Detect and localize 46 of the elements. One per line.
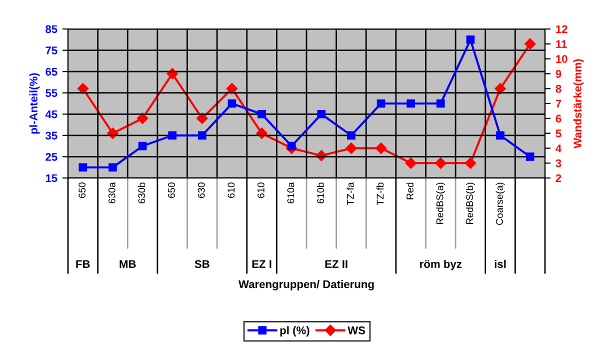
y2-tick-label: 6 <box>556 114 562 123</box>
legend-label: pl (%) <box>280 326 310 336</box>
x-tick-label: 610 <box>228 182 235 198</box>
y-tick-label: 65 <box>46 68 58 76</box>
x-tick-label: TZ-fa <box>346 182 354 206</box>
text: MB <box>120 260 136 268</box>
y-tick-label: 25 <box>46 152 58 161</box>
x-tick-label: RedBS(a) <box>436 182 446 224</box>
x-tick-label: 610 <box>258 182 264 198</box>
text: FB <box>76 260 90 268</box>
text: röm byz <box>420 260 462 270</box>
y-tick-label: 75 <box>46 46 58 54</box>
y2-tick-label: 2 <box>556 174 562 182</box>
text: isl <box>494 260 506 268</box>
x-tick-label: 610b <box>316 182 324 204</box>
text: EZ II <box>325 260 348 268</box>
x-tick-label: 650 <box>168 182 175 198</box>
x-axis-title: Warengruppen/ Datierung <box>238 280 374 290</box>
x-tick-label: 630 <box>198 182 205 198</box>
y2-tick-label: 11 <box>556 40 567 48</box>
x-tick-label: 630a <box>108 182 116 204</box>
text: EZ I <box>252 260 272 268</box>
x-tick-label: 610a <box>287 182 294 204</box>
y2-tick-label: 5 <box>556 130 562 138</box>
x-tick-label: Red <box>406 182 414 200</box>
y2-axis-title: Wandstärke(mm) <box>573 59 584 148</box>
x-tick-label: 630b <box>138 182 146 204</box>
y2-tick-label: 12 <box>556 25 568 34</box>
y-tick-label: 35 <box>45 132 58 140</box>
y-tick-label: 15 <box>46 174 58 182</box>
x-tick-label: RedBS(b) <box>466 182 475 224</box>
y2-tick-label: 9 <box>556 70 562 78</box>
y-tick-label: 45 <box>45 110 58 118</box>
y2-tick-label: 10 <box>556 55 568 63</box>
legend-label: WS <box>348 326 366 334</box>
x-tick-label: TZ-fb <box>376 182 384 206</box>
y-tick-label: 85 <box>46 25 58 34</box>
y2-tick-label: 3 <box>556 159 562 168</box>
x-tick-label: 650 <box>78 182 86 198</box>
y2-tick-label: 4 <box>556 144 562 152</box>
y-axis-title: pl-Anteil(%) <box>29 73 40 134</box>
y-tick-label: 55 <box>46 89 58 97</box>
x-tick-label: Coarse(a) <box>496 182 505 225</box>
y2-tick-label: 8 <box>556 84 562 93</box>
y2-tick-label: 7 <box>556 100 562 108</box>
text: SB <box>194 260 210 268</box>
